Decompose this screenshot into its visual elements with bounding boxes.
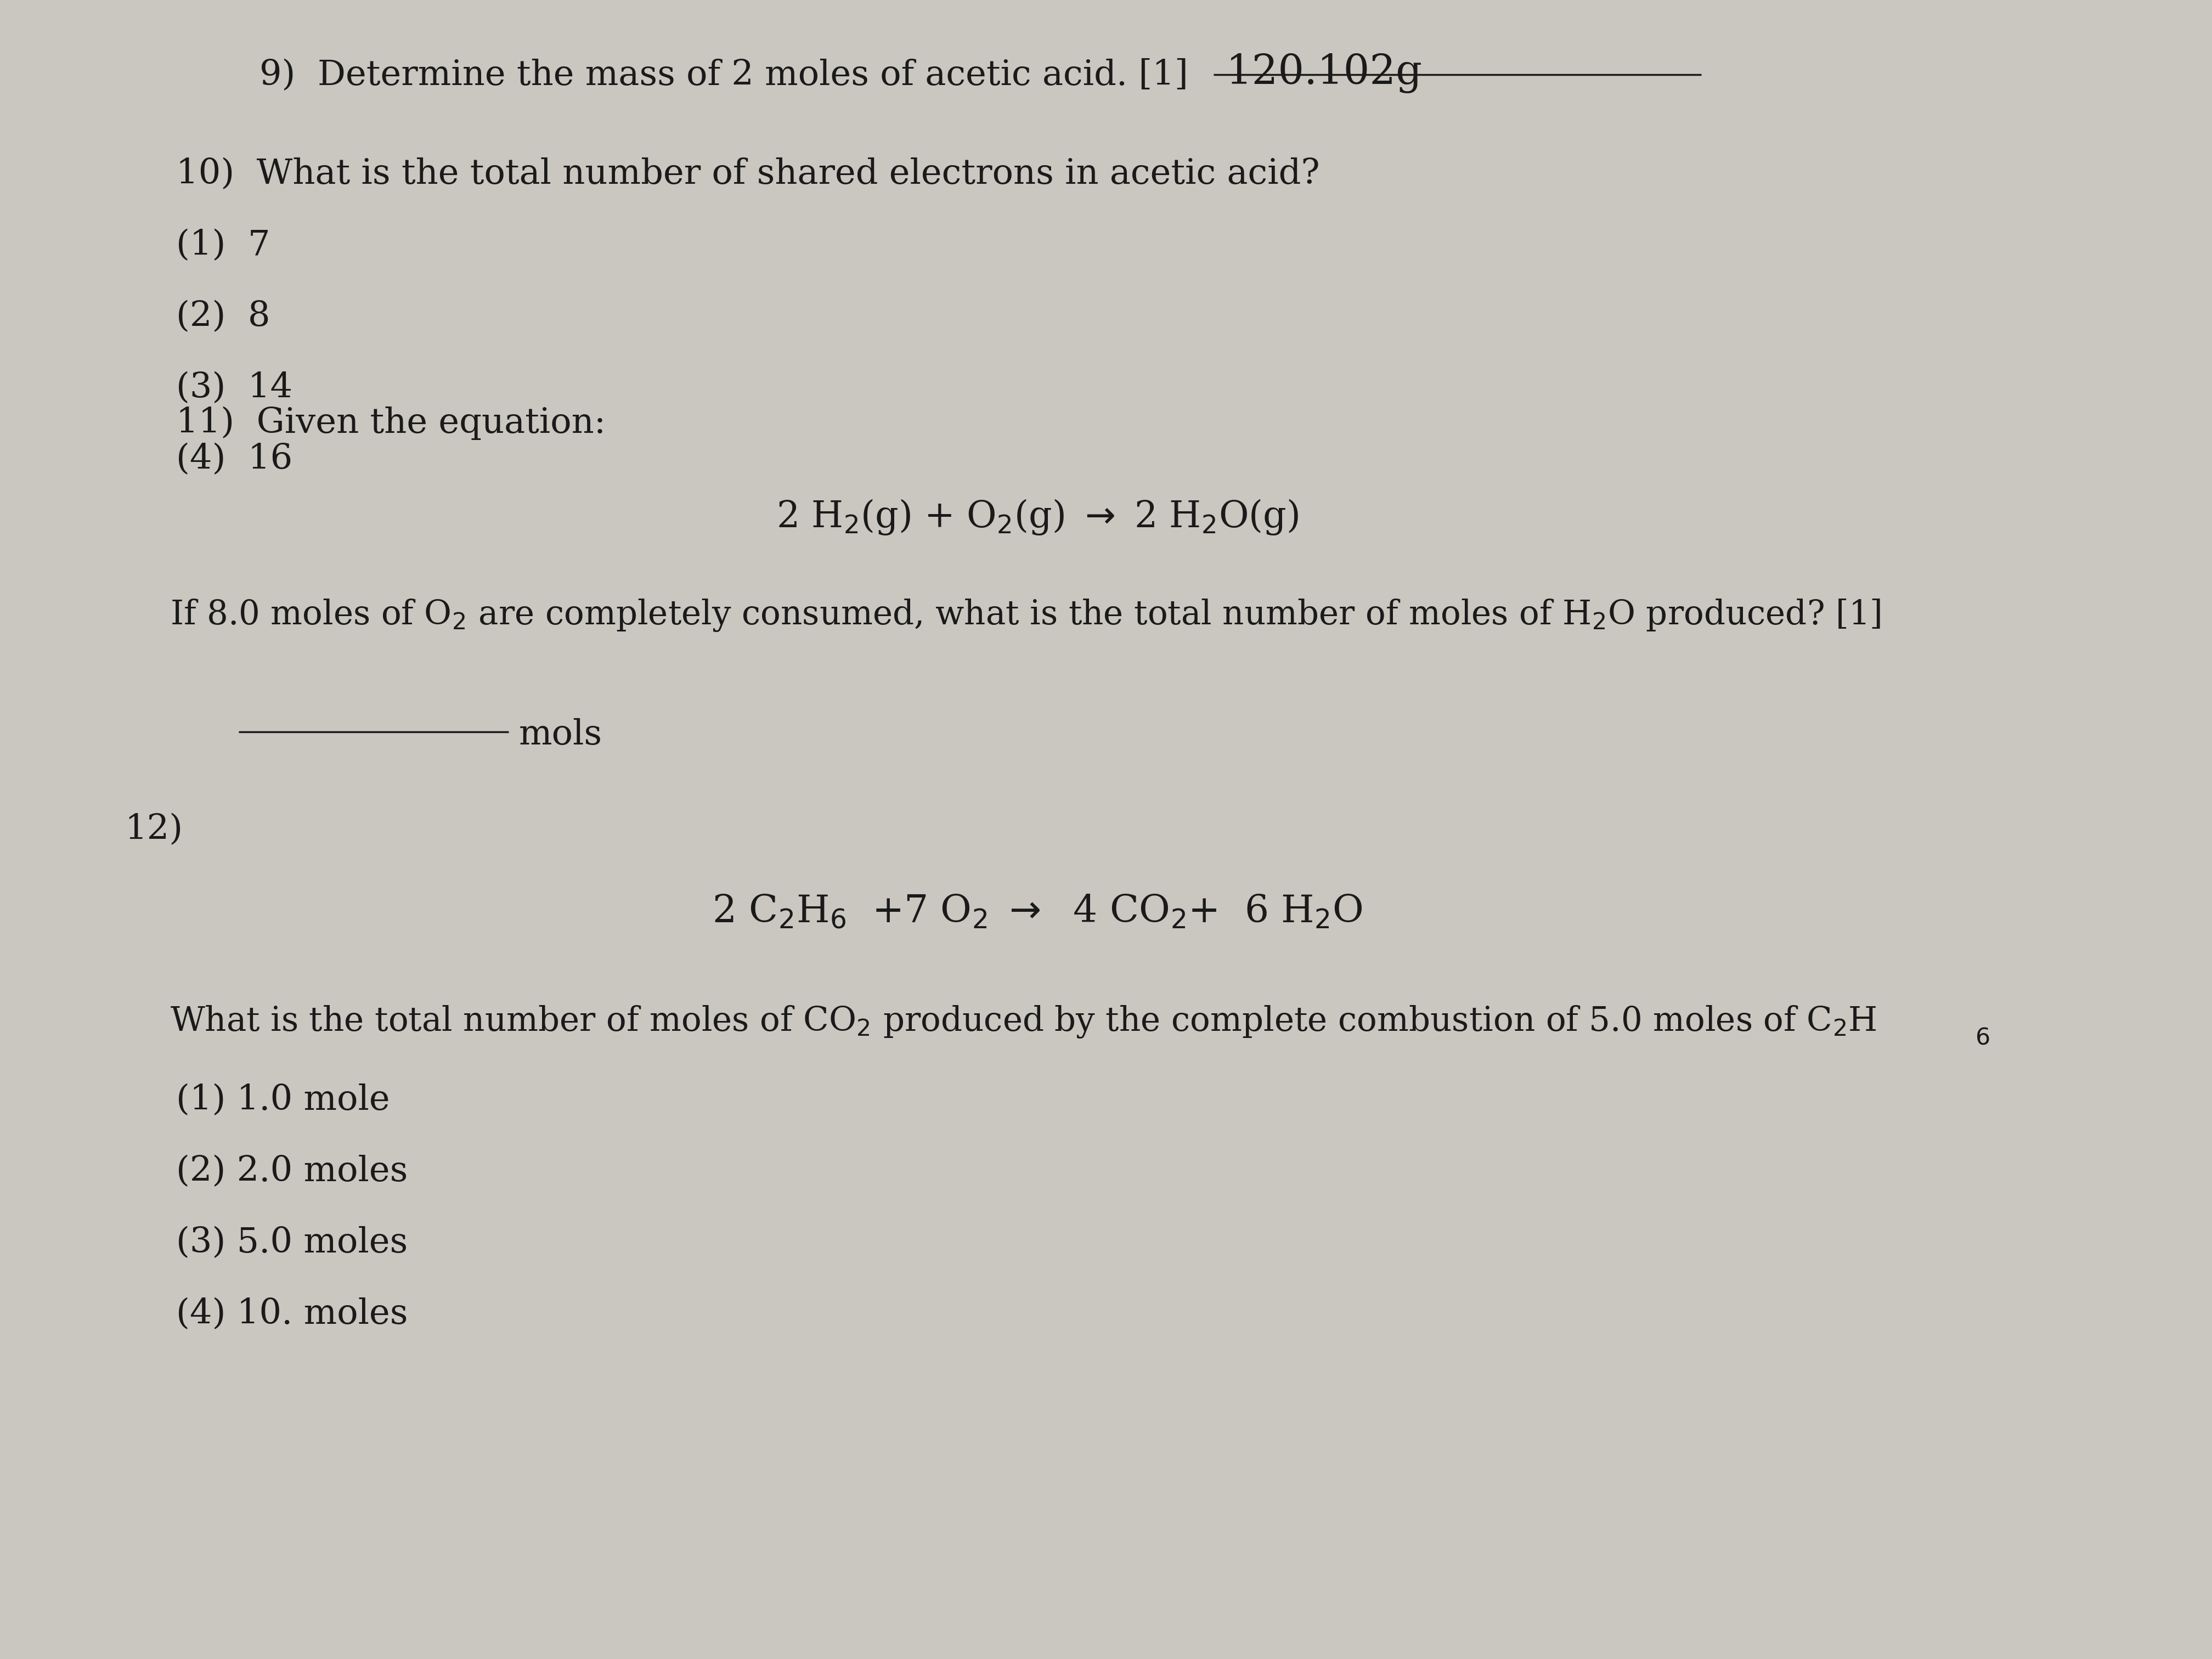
Text: 120.102g: 120.102g <box>1225 53 1422 93</box>
Text: (2)  8: (2) 8 <box>177 300 270 333</box>
Text: (4) 10. moles: (4) 10. moles <box>177 1297 409 1331</box>
Text: (1) 1.0 mole: (1) 1.0 mole <box>177 1083 389 1117</box>
Text: (3)  14: (3) 14 <box>177 372 292 405</box>
Text: 10)  What is the total number of shared electrons in acetic acid?: 10) What is the total number of shared e… <box>177 158 1321 191</box>
Text: If 8.0 moles of O$_2$ are completely consumed, what is the total number of moles: If 8.0 moles of O$_2$ are completely con… <box>170 597 1880 632</box>
Text: (4)  16: (4) 16 <box>177 443 292 476</box>
Text: What is the total number of moles of CO$_2$ produced by the complete combustion : What is the total number of moles of CO$… <box>170 1004 1876 1039</box>
Text: 2 H$_2$(g) + O$_2$(g) $\rightarrow$ 2 H$_2$O(g): 2 H$_2$(g) + O$_2$(g) $\rightarrow$ 2 H$… <box>776 498 1298 536</box>
Text: (1)  7: (1) 7 <box>177 229 270 262</box>
Text: 12): 12) <box>124 813 184 846</box>
Text: $_6$: $_6$ <box>1975 1014 1991 1047</box>
Text: 2 C$_2$H$_6$  +7 O$_2$ $\rightarrow$  4 CO$_2$+  6 H$_2$O: 2 C$_2$H$_6$ +7 O$_2$ $\rightarrow$ 4 CO… <box>712 893 1363 929</box>
Text: 9)  Determine the mass of 2 moles of acetic acid. [1]: 9) Determine the mass of 2 moles of acet… <box>259 58 1188 91</box>
Text: (3) 5.0 moles: (3) 5.0 moles <box>177 1226 407 1259</box>
Text: (2) 2.0 moles: (2) 2.0 moles <box>177 1155 407 1188</box>
Text: mols: mols <box>518 718 602 752</box>
Text: 11)  Given the equation:: 11) Given the equation: <box>177 406 606 440</box>
